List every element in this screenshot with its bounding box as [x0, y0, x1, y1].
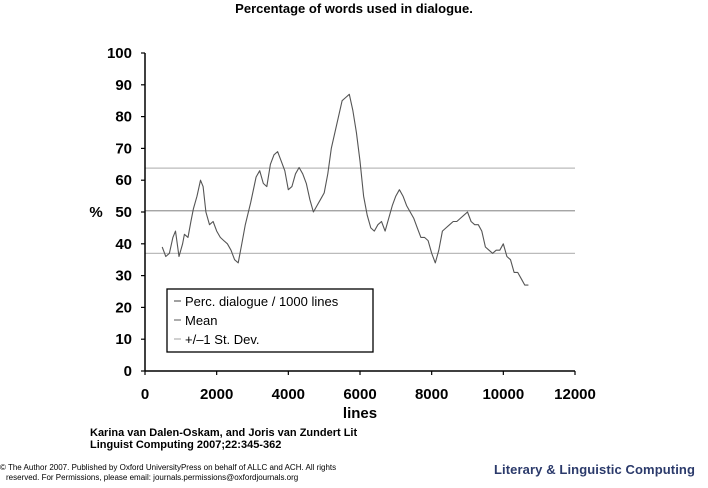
legend-label-stdev: +/–1 St. Dev. — [185, 332, 260, 347]
legend-label-mean: Mean — [185, 313, 218, 328]
copyright-line-1: © The Author 2007. Published by Oxford U… — [0, 463, 337, 472]
y-tick-label: 70 — [115, 140, 132, 157]
legend: Perc. dialogue / 1000 lines Mean +/–1 St… — [166, 288, 374, 353]
chart: 0 10 20 30 40 50 60 70 80 90 100 0 2000 4000 6000 8000 1… — [89, 45, 596, 422]
copyright-notice: © The Author 2007. Published by Oxford U… — [0, 463, 336, 483]
y-tick-label: 30 — [115, 268, 132, 285]
y-tick-label: 10 — [115, 331, 132, 348]
y-tick-label: 90 — [115, 77, 132, 94]
y-tick-label: 60 — [115, 172, 132, 189]
y-tick-label: 40 — [115, 236, 132, 253]
x-tick-label: 10000 — [482, 386, 524, 403]
chart-title: Percentage of words used in dialogue. — [235, 1, 473, 16]
citation-line-1: Karina van Dalen-Oskam, and Joris van Zu… — [90, 427, 358, 439]
y-axis-label: % — [89, 204, 102, 221]
copyright-line-2: reserved. For Permissions, please email:… — [6, 473, 299, 482]
y-tick-label: 50 — [115, 204, 132, 221]
x-tick-label: 12000 — [554, 386, 596, 403]
y-tick-label: 0 — [124, 363, 132, 380]
series-line-dialogue — [161, 93, 529, 286]
x-tick-label: 6000 — [343, 386, 376, 403]
x-axis-label: lines — [343, 405, 377, 422]
journal-logo: Literary & Linguistic Computing — [494, 462, 695, 477]
legend-box — [166, 288, 374, 353]
citation: Karina van Dalen-Oskam, and Joris van Zu… — [90, 427, 357, 451]
x-tick-label: 4000 — [272, 386, 305, 403]
y-tick-label: 20 — [115, 299, 132, 316]
x-tick-label: 2000 — [200, 386, 233, 403]
y-tick-label: 100 — [107, 45, 132, 62]
y-tick-label: 80 — [115, 109, 132, 126]
x-tick-label: 8000 — [415, 386, 448, 403]
x-tick-label: 0 — [141, 386, 149, 403]
legend-label-series: Perc. dialogue / 1000 lines — [185, 294, 339, 309]
citation-line-2: Linguist Computing 2007;22:345-362 — [90, 439, 282, 451]
